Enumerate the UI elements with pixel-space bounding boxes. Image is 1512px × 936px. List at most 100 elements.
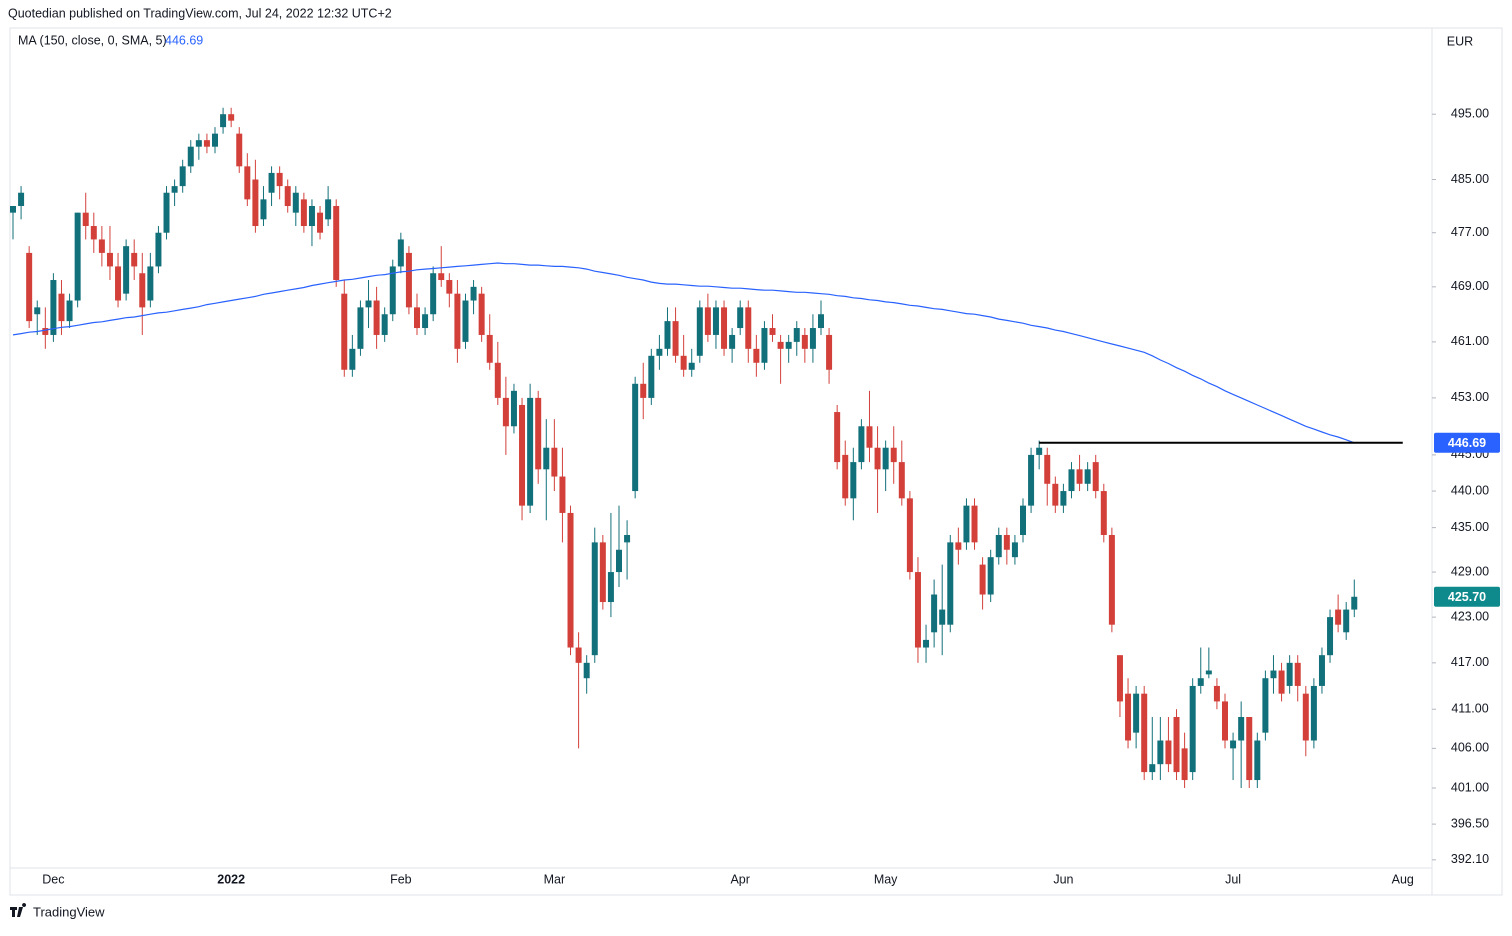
candle-body bbox=[292, 192, 299, 213]
candle-body bbox=[82, 212, 89, 227]
candle-body bbox=[519, 404, 526, 506]
candle-body bbox=[1335, 609, 1342, 625]
candle-body bbox=[591, 542, 598, 656]
candle-body bbox=[963, 505, 970, 543]
candle-body bbox=[405, 252, 412, 308]
candle-body bbox=[842, 454, 849, 499]
candle-body bbox=[66, 300, 73, 322]
candle-body bbox=[801, 334, 808, 349]
logo bbox=[10, 903, 27, 917]
candle-body bbox=[502, 397, 509, 427]
candle-body bbox=[1318, 655, 1325, 686]
candle-body bbox=[575, 647, 582, 663]
candle-body bbox=[414, 307, 420, 329]
candle-body bbox=[212, 133, 218, 147]
candle-body bbox=[1036, 447, 1043, 455]
candle-body bbox=[430, 273, 437, 315]
candle-body bbox=[1302, 693, 1309, 741]
candle-body bbox=[753, 348, 760, 363]
candle-body bbox=[551, 447, 558, 477]
candle-body bbox=[1068, 469, 1075, 492]
candle-body bbox=[1092, 462, 1099, 492]
y-tick-label: 401.00 bbox=[1451, 780, 1489, 794]
candle-body bbox=[34, 307, 41, 315]
candle-body bbox=[74, 212, 81, 301]
candle-body bbox=[163, 192, 170, 233]
candle-body bbox=[1286, 662, 1293, 686]
candle-body bbox=[325, 199, 332, 220]
candle-body bbox=[1278, 670, 1285, 694]
y-tick-label: 411.00 bbox=[1451, 702, 1488, 716]
candle-body bbox=[1044, 454, 1051, 484]
y-tick-label: 406.00 bbox=[1451, 741, 1489, 755]
candle-body bbox=[478, 293, 485, 335]
candle-body bbox=[1003, 534, 1010, 550]
candle-body bbox=[672, 321, 679, 356]
candle-body bbox=[26, 252, 33, 322]
candle-body bbox=[850, 462, 857, 499]
candle-body bbox=[955, 542, 962, 550]
candle-body bbox=[1351, 596, 1358, 610]
candle-body bbox=[42, 328, 49, 335]
candle-body bbox=[664, 321, 671, 349]
candle-body bbox=[1011, 542, 1018, 558]
candle-body bbox=[1076, 469, 1083, 484]
currency: EUR bbox=[1447, 34, 1473, 48]
candle-body bbox=[939, 609, 946, 625]
candle-body bbox=[1028, 454, 1035, 506]
candle-body bbox=[333, 206, 340, 281]
candle-body bbox=[179, 166, 186, 187]
candle-body bbox=[187, 146, 194, 167]
y-tick-label: 429.00 bbox=[1451, 564, 1489, 578]
candle-body bbox=[300, 199, 307, 227]
candle-body bbox=[1205, 670, 1212, 675]
candle-body bbox=[1189, 685, 1196, 773]
candle-body bbox=[446, 280, 453, 294]
candle-body bbox=[244, 166, 251, 200]
y-tick-label: 469.00 bbox=[1451, 279, 1489, 293]
candle-body bbox=[898, 462, 905, 499]
candle-body bbox=[1222, 701, 1228, 741]
price-badge bbox=[1434, 432, 1500, 453]
candle-body bbox=[914, 572, 921, 648]
candle-body bbox=[1060, 491, 1067, 506]
candle-body bbox=[494, 362, 501, 398]
candle-body bbox=[818, 314, 824, 329]
candle-body bbox=[462, 300, 469, 342]
candle-body bbox=[599, 542, 606, 603]
candle-body bbox=[688, 362, 695, 370]
candle-body bbox=[866, 426, 873, 448]
candle-body bbox=[98, 239, 105, 253]
candle-body bbox=[389, 266, 396, 315]
candle-body bbox=[995, 534, 1002, 558]
candle-body bbox=[826, 334, 833, 370]
candle-body bbox=[1173, 717, 1180, 773]
candle-body bbox=[50, 280, 57, 335]
candle-body bbox=[947, 542, 954, 625]
y-tick-label: 477.00 bbox=[1451, 225, 1489, 239]
candle-body bbox=[1310, 685, 1317, 741]
candle-body bbox=[729, 334, 736, 349]
y-tick-label: 440.00 bbox=[1451, 483, 1489, 497]
x-tick-label: Jul bbox=[1225, 872, 1241, 886]
y-tick-label: 417.00 bbox=[1451, 655, 1489, 669]
candle-body bbox=[10, 206, 16, 213]
candle-body bbox=[527, 397, 534, 506]
candle-body bbox=[397, 239, 404, 267]
candle-body bbox=[276, 172, 283, 187]
candle-body bbox=[567, 512, 574, 648]
candle-body bbox=[1238, 717, 1245, 741]
candle-body bbox=[680, 355, 687, 370]
candle-body bbox=[1165, 740, 1172, 765]
candle-body bbox=[147, 266, 154, 301]
y-tick-label: 453.00 bbox=[1451, 390, 1489, 404]
header: Quotedian published on TradingView.com, … bbox=[8, 6, 392, 20]
candle-body bbox=[341, 293, 348, 370]
candle-body bbox=[1084, 469, 1091, 484]
ma-legend-value: 446.69 bbox=[165, 33, 203, 47]
candle-body bbox=[115, 266, 122, 301]
candle-body bbox=[543, 447, 550, 470]
y-tick-label: 485.00 bbox=[1451, 172, 1489, 186]
candle-body bbox=[979, 564, 986, 595]
